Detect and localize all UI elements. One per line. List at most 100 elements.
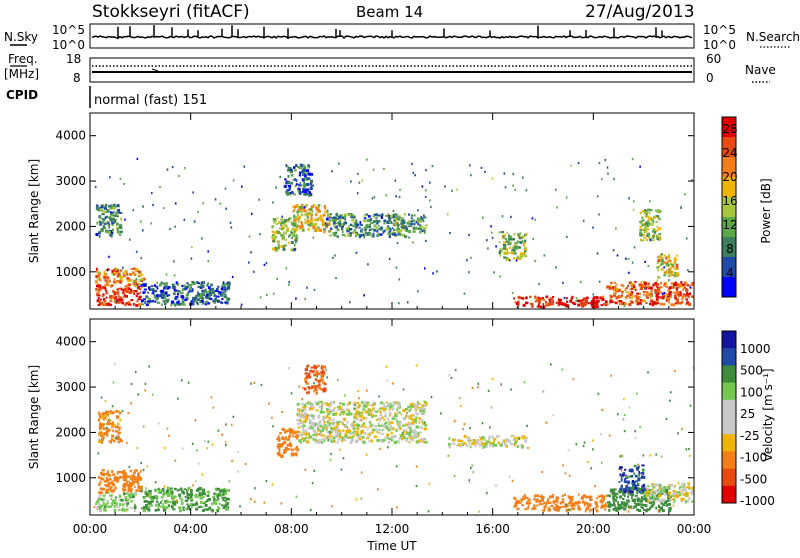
range-cell <box>308 432 310 436</box>
range-cell <box>656 260 659 264</box>
range-cell <box>387 232 391 236</box>
range-cell <box>333 233 337 237</box>
range-cell <box>119 502 121 505</box>
range-cell <box>636 468 639 471</box>
range-cell <box>135 304 139 307</box>
range-cell <box>118 438 122 441</box>
range-cell <box>652 235 655 239</box>
range-cell <box>285 429 289 433</box>
range-cell <box>564 493 566 496</box>
range-cell <box>347 225 350 229</box>
range-cell <box>557 298 560 302</box>
range-cell <box>130 490 132 493</box>
range-cell <box>541 470 543 474</box>
range-cell <box>533 505 536 508</box>
range-cell <box>592 226 594 229</box>
range-cell <box>363 432 367 435</box>
range-cell <box>351 231 355 234</box>
range-cell <box>304 428 307 432</box>
range-cell <box>414 433 418 437</box>
range-cell <box>643 222 645 225</box>
range-cell <box>667 491 672 495</box>
range-cell <box>598 213 600 216</box>
range-cell <box>201 298 204 301</box>
range-cell <box>358 424 361 427</box>
range-cell <box>389 228 392 232</box>
range-cell <box>221 285 225 288</box>
range-cell <box>649 286 653 290</box>
range-cell <box>363 214 367 217</box>
range-cell <box>667 503 671 506</box>
range-cell <box>327 222 331 226</box>
range-cell <box>281 238 285 241</box>
range-cell <box>591 299 596 303</box>
range-cell <box>181 296 185 299</box>
range-cell <box>595 300 599 304</box>
range-cell <box>176 301 180 304</box>
range-cell <box>97 440 101 444</box>
range-cell <box>327 439 329 442</box>
range-cell <box>342 429 345 432</box>
range-cell <box>656 237 659 240</box>
range-cell <box>564 505 567 509</box>
range-cell <box>552 296 555 299</box>
range-cell <box>202 202 205 205</box>
range-cell <box>641 210 645 213</box>
range-cell <box>306 216 309 219</box>
range-cell <box>302 190 304 193</box>
range-cell <box>322 373 326 376</box>
range-cell <box>400 220 403 223</box>
range-cell <box>176 302 179 306</box>
range-cell <box>414 226 418 230</box>
range-cell <box>96 221 99 225</box>
range-cell <box>634 288 637 292</box>
range-cell <box>285 165 289 168</box>
range-cell <box>330 440 332 443</box>
range-cell <box>293 169 297 172</box>
range-cell <box>183 287 187 291</box>
range-cell <box>419 431 423 434</box>
range-cell <box>677 432 679 435</box>
range-cell <box>367 427 369 431</box>
range-cell <box>514 242 517 245</box>
range-cell <box>377 488 379 491</box>
range-cell <box>105 410 109 413</box>
range-cell <box>670 303 673 307</box>
range-cell <box>305 169 309 173</box>
range-cell <box>174 303 177 307</box>
range-cell <box>579 299 582 303</box>
range-cell <box>309 425 312 428</box>
range-cell <box>103 503 107 506</box>
range-cell <box>102 498 105 502</box>
range-cell <box>354 222 358 226</box>
range-cell <box>641 485 644 489</box>
range-cell <box>400 413 403 416</box>
range-cell <box>654 215 657 219</box>
range-cell <box>317 226 320 229</box>
range-cell <box>215 502 218 506</box>
range-cell <box>272 225 275 228</box>
range-cell <box>137 485 141 489</box>
range-cell <box>637 463 639 466</box>
colorbar-segment <box>722 277 736 298</box>
range-cell <box>673 500 676 504</box>
range-cell <box>114 214 117 217</box>
range-cell <box>369 411 371 414</box>
range-cell <box>412 420 415 423</box>
range-cell <box>684 294 687 298</box>
range-cell <box>266 293 268 296</box>
range-cell <box>638 465 640 468</box>
range-cell <box>299 182 302 185</box>
range-cell <box>124 218 126 221</box>
range-cell <box>409 403 412 407</box>
range-cell <box>639 287 643 290</box>
range-cell <box>295 179 298 182</box>
range-cell <box>539 500 542 503</box>
range-cell <box>312 416 315 421</box>
range-cell <box>676 289 678 293</box>
range-cell <box>390 405 394 408</box>
range-cell <box>507 439 510 442</box>
range-cell <box>358 235 361 239</box>
range-cell <box>201 493 204 496</box>
range-cell <box>626 294 629 297</box>
